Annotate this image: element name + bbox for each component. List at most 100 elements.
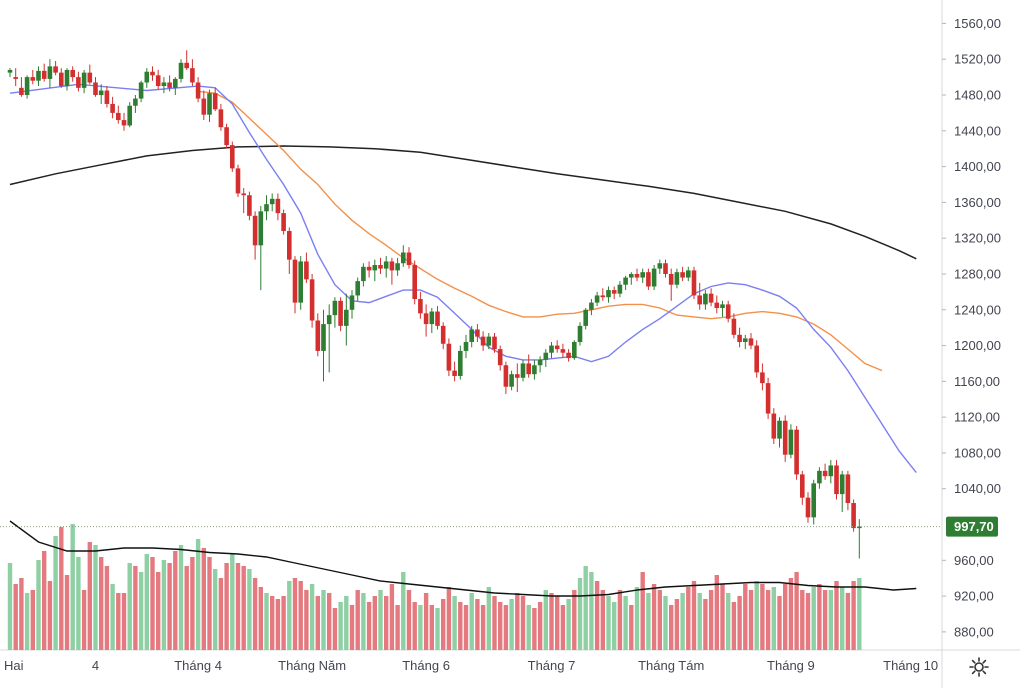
- candle: [395, 257, 400, 276]
- candle-body: [150, 71, 155, 76]
- volume-bar: [93, 545, 98, 650]
- volume-bar: [235, 563, 241, 650]
- candle: [492, 333, 497, 353]
- candle-body: [116, 112, 121, 121]
- volume-bar: [572, 590, 577, 650]
- candle-body: [127, 105, 132, 126]
- volume-bar: [287, 581, 292, 650]
- candle-body: [401, 252, 406, 264]
- x-tick-label: Tháng 9: [767, 658, 815, 673]
- candle: [372, 259, 378, 282]
- candle: [594, 291, 600, 307]
- volume-bar: [133, 566, 138, 650]
- candle-body: [572, 341, 577, 359]
- candle-body: [201, 98, 207, 115]
- chart-settings-button[interactable]: [964, 652, 994, 682]
- candle: [349, 290, 355, 319]
- x-tick-label: 4: [92, 658, 99, 673]
- volume-bar: [144, 554, 149, 650]
- candle: [737, 327, 742, 348]
- volume-bar: [794, 572, 799, 650]
- volume-bar: [13, 584, 18, 650]
- candle-body: [554, 345, 560, 350]
- volume-bar: [845, 593, 851, 650]
- moving-average-lines: [9, 83, 917, 474]
- candle-body: [161, 82, 167, 87]
- candle: [857, 519, 862, 559]
- volume-bar: [252, 578, 258, 650]
- candle-body: [70, 69, 75, 78]
- candle-body: [629, 273, 634, 278]
- candle-body: [13, 77, 18, 79]
- candle: [378, 257, 383, 274]
- volume-bar: [714, 575, 719, 650]
- candle-body: [81, 72, 87, 88]
- last-price-label: 997,70: [946, 516, 998, 537]
- candle: [104, 86, 110, 108]
- candle-body: [269, 198, 275, 205]
- candle-body: [378, 265, 383, 269]
- candle-body: [235, 168, 241, 194]
- candle: [7, 68, 13, 78]
- candle: [64, 68, 70, 91]
- candle: [230, 141, 235, 172]
- candle-body: [577, 325, 583, 342]
- volume-bar: [840, 587, 845, 650]
- candle-body: [452, 370, 457, 376]
- candle: [383, 256, 389, 278]
- volume-bar: [42, 551, 47, 650]
- candle-body: [834, 465, 839, 495]
- price-candles: [7, 50, 862, 559]
- y-tick-label: 1400,00: [954, 159, 1001, 174]
- y-tick-label: 1240,00: [954, 302, 1001, 317]
- candle-body: [195, 82, 201, 99]
- candle: [218, 103, 224, 131]
- candle: [435, 306, 440, 330]
- volume-bar: [629, 605, 634, 650]
- candle: [663, 259, 668, 278]
- candle: [623, 275, 628, 291]
- volume-bar: [526, 605, 531, 650]
- candle-body: [651, 268, 657, 287]
- candle: [691, 266, 697, 300]
- volume-bar: [612, 602, 617, 650]
- candle-body: [674, 272, 680, 285]
- candle: [674, 268, 680, 289]
- candle: [247, 191, 252, 221]
- volume-bar: [760, 584, 765, 650]
- candle-body: [714, 302, 720, 308]
- y-tick-label: 1040,00: [954, 481, 1001, 496]
- candle-body: [760, 372, 765, 384]
- candle: [469, 325, 474, 348]
- candle: [167, 75, 172, 92]
- candle-body: [281, 213, 286, 232]
- volume-bar: [184, 566, 189, 650]
- candle: [355, 277, 360, 301]
- candle: [235, 164, 241, 198]
- volume-bar: [822, 590, 828, 650]
- candle-body: [76, 77, 81, 88]
- volume-bar: [156, 572, 161, 650]
- candle: [537, 356, 543, 373]
- volume-bar: [543, 590, 548, 650]
- candle-body: [589, 302, 594, 310]
- candle: [566, 349, 571, 362]
- volume-bar: [480, 605, 486, 650]
- volume-bar: [634, 587, 640, 650]
- candle-body: [224, 127, 229, 146]
- candle-body: [218, 109, 224, 128]
- candle-body: [372, 265, 378, 271]
- candle-body: [298, 261, 303, 303]
- candle: [839, 470, 845, 512]
- volume-bar: [703, 599, 708, 650]
- volume-bar: [458, 602, 463, 650]
- x-tick-label: Tháng Năm: [278, 658, 346, 673]
- volume-bar: [452, 596, 457, 650]
- volume-bar: [669, 605, 674, 650]
- candle: [389, 257, 395, 285]
- candle: [811, 479, 816, 525]
- candle-body: [315, 320, 321, 351]
- candle: [771, 408, 777, 444]
- volume-bar: [389, 584, 395, 650]
